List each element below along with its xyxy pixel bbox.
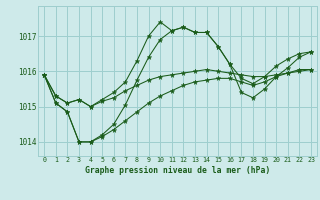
X-axis label: Graphe pression niveau de la mer (hPa): Graphe pression niveau de la mer (hPa) (85, 166, 270, 175)
